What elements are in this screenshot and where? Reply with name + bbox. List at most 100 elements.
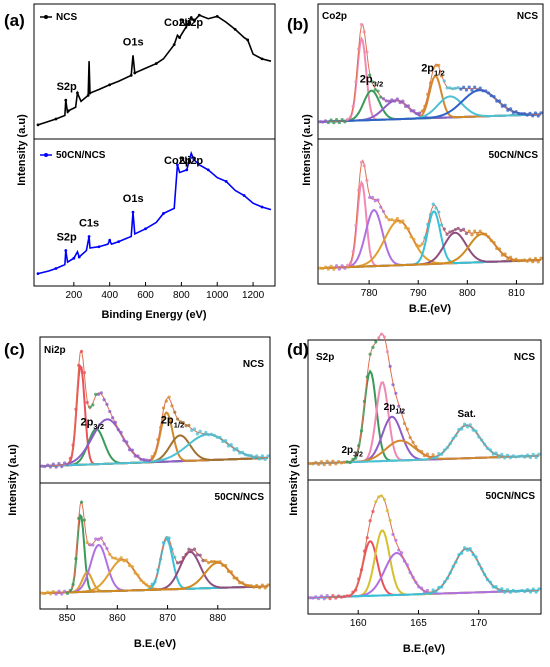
panel-c-sub0-datapoint-64 bbox=[130, 448, 134, 452]
panel-b-sub1-datapoint-90 bbox=[442, 227, 446, 231]
panel-a-series-point-1-12 bbox=[97, 245, 101, 249]
panel-b-sub0-datapoint-56 bbox=[395, 97, 399, 101]
panel-a-series-point-1-22 bbox=[162, 212, 165, 215]
chart-marks: NCSS2pO1sCo2pNi2p50CN/NCSS2pC1sO1sCo2pNi… bbox=[36, 12, 543, 629]
panel-d-sub1-datapoint-42 bbox=[368, 519, 372, 523]
panel-a-series-point-1-10 bbox=[87, 235, 91, 238]
panel-d-sub1-datapoint-52 bbox=[382, 497, 387, 502]
panel-b-sub1-datapoint-66 bbox=[409, 235, 413, 239]
panel-c-sub0-datapoint-22 bbox=[71, 443, 75, 447]
panel-c-tick-label-2: 870 bbox=[159, 613, 176, 624]
panel-b-sub0-datapoint-30 bbox=[359, 22, 364, 27]
panel-c-sub0-datapoint-138 bbox=[235, 447, 239, 451]
panel-d-sub0-datapoint-132 bbox=[497, 455, 501, 459]
panel-b-peak-label-0: 2p3/2 bbox=[360, 74, 384, 89]
panel-d-sub0-datapoint-154 bbox=[528, 455, 533, 460]
panel-b-sub1-datapoint-60 bbox=[401, 219, 405, 223]
panel-c-sub1-datapoint-116 bbox=[204, 558, 208, 562]
panel-d-sub0-datapoint-106 bbox=[460, 427, 464, 431]
panel-d-sub1-datapoint-80 bbox=[422, 590, 427, 594]
panel-d-sub0-datapoint-86 bbox=[431, 453, 435, 457]
panel-d-sub1-datapoint-144 bbox=[514, 589, 518, 594]
panel-a-tick-label-4: 1000 bbox=[206, 290, 229, 301]
panel-c-peak-label-1-sub: 1/2 bbox=[174, 420, 185, 429]
panel-b-sub0-datapoint-78 bbox=[426, 92, 430, 96]
panel-b-tick-label-0: 780 bbox=[361, 288, 378, 299]
panel-b-sub1-datapoint-52 bbox=[390, 217, 394, 222]
panel-b-sub1-datapoint-16 bbox=[340, 264, 344, 268]
panel-d-sub0-datapoint-140 bbox=[508, 456, 512, 460]
panel-a-legend-marker-1 bbox=[44, 153, 48, 157]
panel-b-sub0-datapoint-130 bbox=[497, 99, 502, 103]
panel-a-series-point-1-0 bbox=[36, 272, 40, 275]
panel-c-sub1-datapoint-74 bbox=[144, 583, 149, 587]
panel-d-sub0-datapoint-152 bbox=[525, 453, 530, 457]
panel-c-sub1-datapoint-90 bbox=[167, 536, 171, 540]
panel-b-sub1-datapoint-152 bbox=[528, 257, 532, 261]
panel-b-sub1-datapoint-8 bbox=[329, 264, 333, 268]
panel-d-sub0-datapoint-66 bbox=[402, 421, 407, 426]
panel-c-tick-label-3: 880 bbox=[209, 613, 226, 624]
panel-b-sub1-datapoint-142 bbox=[514, 257, 518, 261]
panel-c-sub1-datapoint-4 bbox=[46, 590, 50, 594]
panel-b-sub0-datapoint-156 bbox=[533, 111, 538, 115]
panel-b-sub0-datapoint-144 bbox=[517, 111, 521, 116]
panel-a-series-point-1-26 bbox=[185, 168, 189, 172]
panel-a-annotation-0-0: S2p bbox=[57, 81, 77, 93]
panel-d-sub1-datapoint-110 bbox=[465, 548, 470, 552]
panel-d-sub1-datapoint-70 bbox=[408, 570, 412, 575]
panel-d-sub0-datapoint-122 bbox=[483, 442, 487, 446]
panel-a-series-point-0-20 bbox=[154, 62, 158, 65]
panel-c-sub1-datapoint-60 bbox=[125, 558, 129, 562]
panel-b-sub1-datapoint-120 bbox=[484, 232, 488, 236]
panel-c-label-ncs: NCS bbox=[243, 359, 264, 370]
panel-b-sub1-datapoint-80 bbox=[428, 212, 433, 217]
panel-b-sub1-datapoint-36 bbox=[368, 195, 372, 200]
panel-b-sub0-datapoint-20 bbox=[346, 117, 350, 121]
panel-b-sub0-datapoint-58 bbox=[398, 100, 402, 105]
panel-d-sub0-datapoint-10 bbox=[322, 463, 326, 467]
panel-c-sub0-datapoint-94 bbox=[173, 410, 177, 414]
panel-d-sub1-datapoint-44 bbox=[371, 509, 375, 514]
panel-d-sub0-datapoint-14 bbox=[328, 462, 332, 467]
panel-b-sub1-datapoint-58 bbox=[398, 220, 402, 224]
panel-d-sub0-datapoint-144 bbox=[514, 455, 518, 459]
panel-b-sub0-datapoint-108 bbox=[467, 85, 471, 89]
panel-c-sub1-datapoint-136 bbox=[232, 576, 236, 580]
panel-c-sub0-datapoint-108 bbox=[192, 427, 197, 431]
panel-d-sub0-datapoint-20 bbox=[337, 460, 341, 464]
panel-a-ylabel: Intensity (a.u) bbox=[16, 114, 28, 186]
panel-b-sub1-datapoint-138 bbox=[509, 255, 513, 259]
panel-b-sub1-datapoint-38 bbox=[370, 195, 375, 200]
panel-d-sub0-datapoint-72 bbox=[411, 440, 415, 444]
panel-b-sub1-datapoint-114 bbox=[475, 232, 480, 236]
panel-b-sub1-datapoint-70 bbox=[415, 243, 419, 247]
panel-c-sub1-datapoint-140 bbox=[238, 581, 242, 585]
panel-c-sub1-datapoint-58 bbox=[122, 559, 126, 563]
panel-c-sub0-datapoint-84 bbox=[159, 425, 163, 430]
panel-d-sub1-datapoint-84 bbox=[428, 591, 432, 596]
panel-b-sub0-datapoint-110 bbox=[470, 88, 474, 92]
panel-c-sub0-datapoint-110 bbox=[195, 432, 199, 436]
panel-d-sub1-datapoint-26 bbox=[345, 594, 349, 598]
panel-c-sub1-datapoint-146 bbox=[246, 584, 250, 588]
panel-c-sub0-datapoint-2 bbox=[43, 464, 47, 469]
panel-d-sub1-datapoint-38 bbox=[362, 549, 366, 553]
panel-c-sub0-datapoint-98 bbox=[178, 420, 183, 424]
panel-b-sub1-datapoint-140 bbox=[511, 259, 515, 263]
panel-c-sub0-datapoint-16 bbox=[63, 461, 67, 465]
panel-b-sub1-datapoint-148 bbox=[522, 258, 527, 262]
panel-d-sub0-datapoint-76 bbox=[417, 449, 421, 453]
panel-c-sub0-datapoint-156 bbox=[260, 454, 264, 458]
panel-b-label-50cn: 50CN/NCS bbox=[489, 150, 539, 161]
panel-d-sub0-datapoint-84 bbox=[428, 456, 432, 460]
panel-b-sub1-datapoint-124 bbox=[489, 238, 493, 243]
panel-d-sub1-datapoint-126 bbox=[488, 580, 492, 584]
panel-d-sub0-datapoint-46 bbox=[374, 340, 378, 344]
panel-b-sub0-datapoint-60 bbox=[401, 99, 405, 103]
panel-c-sub0-datapoint-28 bbox=[79, 349, 84, 354]
panel-d-label-ncs: NCS bbox=[514, 352, 535, 363]
panel-c-sub1-datapoint-104 bbox=[187, 547, 191, 551]
panel-c-sub1-datapoint-80 bbox=[153, 580, 157, 584]
panel-b-sub1-datapoint-108 bbox=[467, 229, 471, 233]
